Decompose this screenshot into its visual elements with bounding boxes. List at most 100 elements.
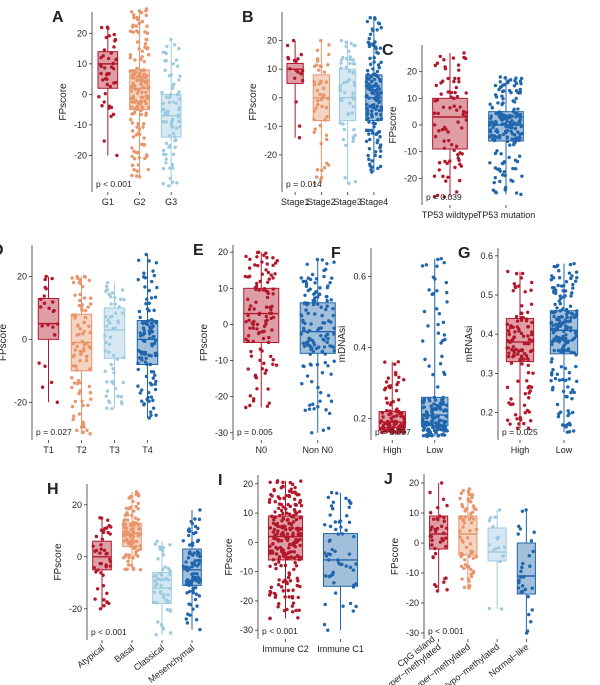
data-point <box>86 305 90 309</box>
data-point <box>379 113 383 117</box>
data-point <box>347 77 351 82</box>
data-point <box>288 579 293 583</box>
data-point <box>272 487 276 492</box>
data-point <box>171 83 175 88</box>
data-point <box>196 539 200 543</box>
x-tick-label: N0 <box>255 445 267 455</box>
data-point <box>80 308 84 313</box>
data-point <box>299 479 303 483</box>
data-point <box>525 629 530 633</box>
data-point <box>464 545 469 550</box>
data-point <box>184 617 189 621</box>
data-point <box>527 410 531 414</box>
data-point <box>518 575 523 579</box>
data-point <box>169 123 174 127</box>
data-point <box>402 378 406 382</box>
data-point <box>555 372 560 377</box>
data-point <box>557 340 562 344</box>
data-point <box>375 140 379 145</box>
box-D-1 <box>70 274 93 436</box>
data-point <box>123 523 127 527</box>
data-point <box>128 55 133 60</box>
data-point <box>506 354 511 359</box>
data-point <box>371 105 375 110</box>
data-point <box>243 274 248 279</box>
data-point <box>421 434 426 438</box>
data-point <box>161 166 166 171</box>
data-point <box>154 413 158 417</box>
data-point <box>367 36 371 41</box>
data-point <box>168 631 173 635</box>
data-point <box>305 374 310 378</box>
data-point <box>512 282 517 286</box>
p-value: p < 0.001 <box>428 626 464 636</box>
data-point <box>144 321 148 326</box>
data-point <box>452 79 456 84</box>
data-point <box>505 385 510 390</box>
data-point <box>332 359 336 363</box>
data-point <box>435 307 439 311</box>
data-point <box>366 40 370 44</box>
data-point <box>440 432 445 437</box>
data-point <box>569 350 573 354</box>
data-point <box>108 84 113 89</box>
data-point <box>301 279 305 284</box>
data-point <box>529 539 534 543</box>
data-point <box>130 163 135 167</box>
data-point <box>571 410 575 415</box>
data-point <box>80 399 84 403</box>
data-point <box>525 356 530 361</box>
data-point <box>326 495 331 500</box>
data-point <box>506 418 510 422</box>
data-point <box>460 502 464 507</box>
data-point <box>396 360 400 364</box>
data-point <box>170 117 175 121</box>
y-axis-label: mDNAsi <box>337 326 348 363</box>
data-point <box>281 554 286 558</box>
data-point <box>444 127 448 131</box>
data-point <box>140 320 145 325</box>
data-point <box>509 402 513 407</box>
data-point <box>376 84 380 89</box>
data-point <box>433 546 437 551</box>
data-point <box>375 93 379 98</box>
data-point <box>468 542 473 546</box>
data-point <box>304 279 308 283</box>
data-point <box>193 559 197 563</box>
data-point <box>287 546 291 550</box>
data-point <box>445 300 449 304</box>
data-point <box>487 519 492 523</box>
data-point <box>314 346 319 351</box>
data-point <box>325 299 329 303</box>
data-point <box>144 9 148 13</box>
data-point <box>525 310 530 315</box>
data-point <box>275 259 279 263</box>
data-point <box>352 534 356 539</box>
data-point <box>264 368 269 372</box>
data-point <box>139 100 144 104</box>
data-point <box>281 524 285 528</box>
data-point <box>301 341 306 345</box>
data-point <box>175 181 179 185</box>
data-point <box>575 379 579 384</box>
data-point <box>314 106 318 110</box>
data-point <box>101 530 106 535</box>
data-point <box>309 322 313 326</box>
data-point <box>109 114 113 119</box>
data-point <box>374 112 379 116</box>
data-point <box>296 70 300 74</box>
data-point <box>125 567 129 571</box>
data-point <box>78 292 82 297</box>
data-point <box>402 418 406 422</box>
data-point <box>147 259 151 263</box>
data-point <box>138 331 142 335</box>
data-point <box>271 287 275 291</box>
data-point <box>335 491 339 495</box>
data-point <box>264 314 268 319</box>
data-point <box>374 82 378 86</box>
data-point <box>466 536 470 540</box>
data-point <box>169 37 173 42</box>
data-point <box>285 580 289 584</box>
data-point <box>77 303 82 308</box>
data-point <box>437 168 441 172</box>
